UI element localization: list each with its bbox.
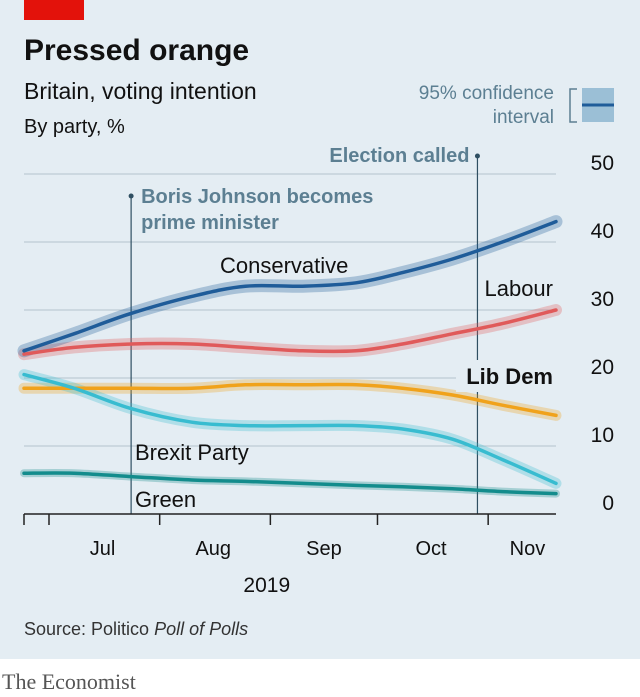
x-year-label: 2019 (243, 574, 290, 597)
y-tick-labels: 0 10 20 30 40 50 (591, 152, 614, 515)
annotation-dot (474, 153, 480, 159)
legend: 95% confidence interval (419, 83, 614, 128)
series-line (22, 219, 558, 353)
series-label-background (456, 360, 558, 392)
y-tick-label: 50 (591, 152, 614, 175)
series-label: Labour (484, 276, 553, 301)
annotations: Boris Johnson becomes prime minister Elect… (128, 145, 480, 514)
series-label: Brexit Party (135, 440, 249, 465)
brand-logo: The Economist (2, 669, 136, 694)
y-axis-label: By party, % (24, 116, 125, 138)
series-labels: Conservative Labour Lib Dem Brexit Party Gre… (135, 253, 558, 512)
x-tick-label: Aug (195, 538, 231, 560)
chart-background (0, 0, 640, 659)
series-line (22, 382, 558, 418)
series-label: Lib Dem (466, 364, 553, 389)
x-tick-label: Jul (90, 538, 116, 560)
source-note: Source: Politico Poll of Polls (24, 619, 248, 639)
y-tick-label: 10 (591, 424, 614, 447)
annotation-dot (128, 193, 134, 199)
x-tick-label: Oct (415, 538, 447, 560)
annotation-label-line1: Boris Johnson becomes (141, 186, 373, 208)
source-italic: Poll of Polls (154, 619, 248, 639)
series-lines (22, 219, 558, 496)
red-tab (24, 0, 84, 20)
series-label: Green (135, 487, 196, 512)
series-line (22, 471, 558, 496)
y-tick-label: 0 (602, 492, 614, 515)
x-tick-label: Sep (306, 538, 342, 560)
footer-band (0, 659, 640, 697)
source-prefix: Source: Politico (24, 619, 154, 639)
legend-bracket (569, 88, 577, 123)
x-tick-label: Nov (510, 538, 546, 560)
x-axis: Jul Aug Sep Oct Nov 2019 (23, 513, 556, 597)
legend-label-line2: interval (493, 107, 554, 128)
series-line (22, 372, 558, 486)
y-tick-label: 20 (591, 356, 614, 379)
series-line (22, 308, 558, 356)
series-label: Conservative (220, 253, 348, 278)
chart-subtitle: Britain, voting intention (24, 78, 257, 104)
legend-label-line1: 95% confidence (419, 83, 554, 104)
chart-title: Pressed orange (24, 34, 249, 67)
y-tick-label: 30 (591, 288, 614, 311)
annotation-label-line2: prime minister (141, 212, 279, 234)
annotation-label-line1: Election called (329, 145, 469, 167)
y-tick-label: 40 (591, 220, 614, 243)
